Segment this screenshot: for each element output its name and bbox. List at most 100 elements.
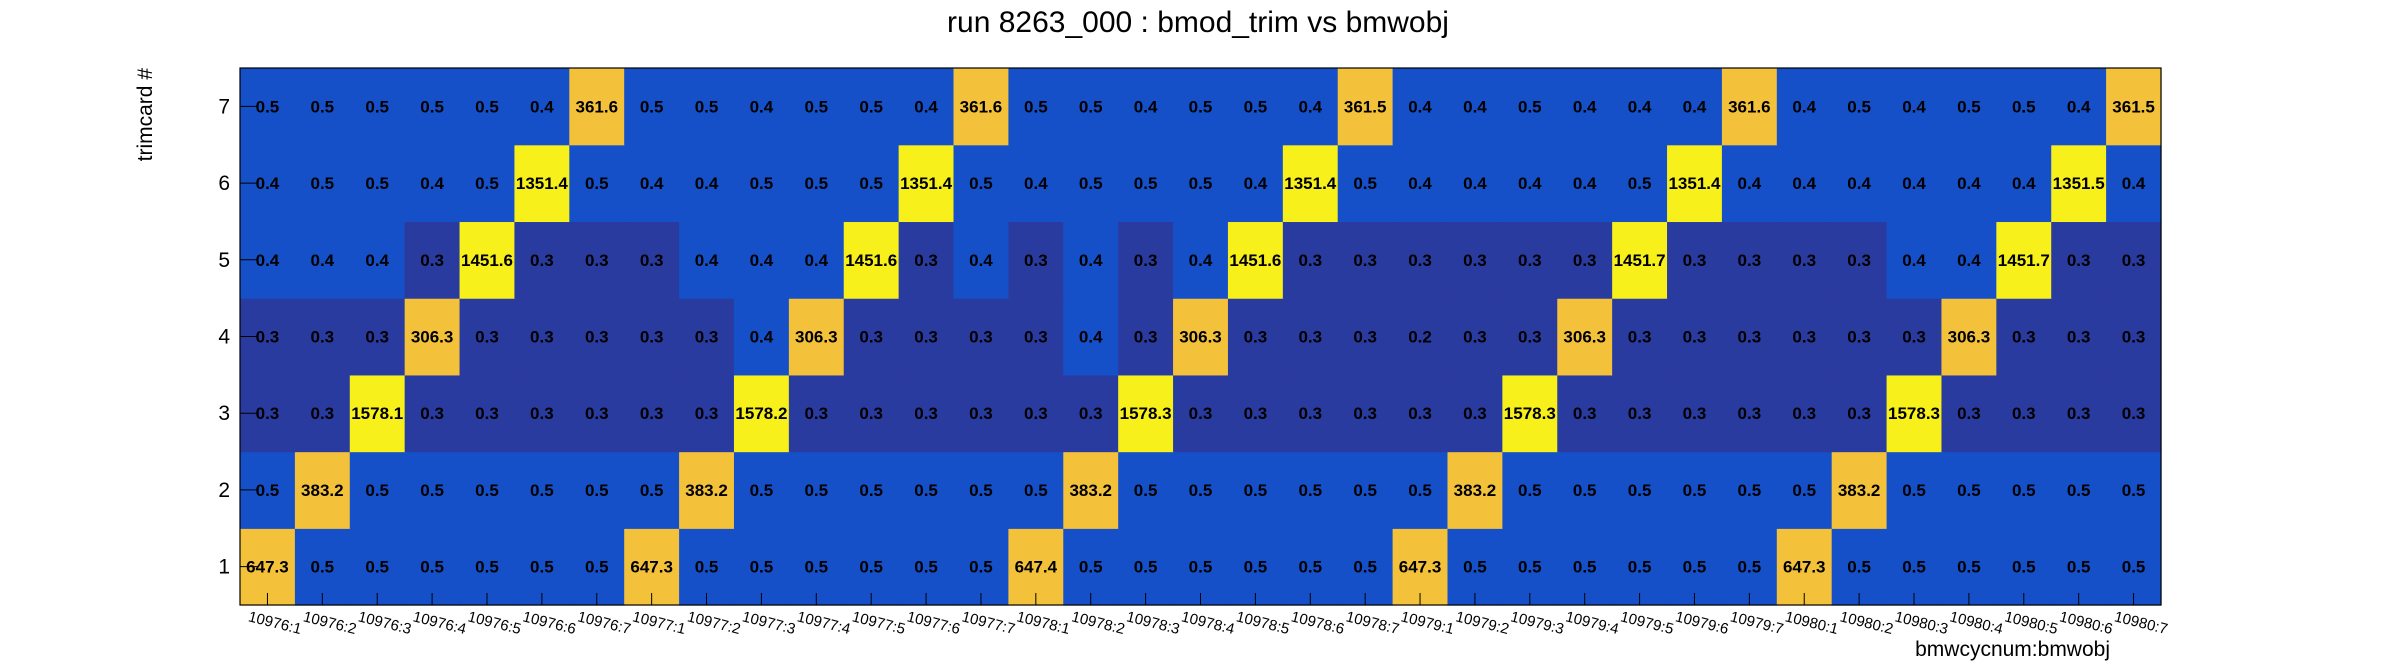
heatmap-cell <box>624 68 680 146</box>
cell-value-label: 0.5 <box>1079 558 1103 577</box>
cell-value-label: 0.5 <box>1518 97 1542 116</box>
heatmap-cell <box>1612 298 1668 376</box>
heatmap-cell <box>1063 298 1119 376</box>
heatmap-cell <box>459 221 516 299</box>
cell-value-label: 0.3 <box>256 328 280 347</box>
heatmap-cell <box>624 451 680 529</box>
heatmap-cell <box>1996 68 2052 146</box>
x-tick-label: 10976:5 <box>466 608 523 638</box>
cell-value-label: 0.3 <box>1024 251 1048 270</box>
cell-value-label: 0.5 <box>1683 558 1707 577</box>
cell-value-label: 0.4 <box>1792 174 1816 193</box>
heatmap-cell <box>1886 68 1943 146</box>
heatmap-cell <box>1008 374 1064 453</box>
cell-value-label: 0.4 <box>1079 328 1103 347</box>
heatmap-cell <box>1831 451 1888 529</box>
heatmap-cell <box>679 144 735 223</box>
cell-value-label: 0.3 <box>530 328 554 347</box>
cell-value-label: 361.5 <box>2112 97 2155 116</box>
cell-value-label: 0.5 <box>530 481 554 500</box>
cell-value-label: 0.3 <box>1024 404 1048 423</box>
heatmap-cell <box>1941 451 1997 529</box>
heatmap-cell <box>1721 221 1778 299</box>
cell-value-label: 0.5 <box>420 481 444 500</box>
cell-value-label: 383.2 <box>1454 481 1497 500</box>
cell-value-label: 0.3 <box>2067 251 2091 270</box>
heatmap-cell <box>1282 68 1339 146</box>
heatmap-cell <box>1502 374 1558 453</box>
x-tick-label: 10976:2 <box>301 608 358 638</box>
heatmap-cell <box>1831 528 1888 606</box>
cell-value-label: 0.5 <box>969 558 993 577</box>
cell-value-label: 0.5 <box>1683 481 1707 500</box>
cell-value-label: 0.4 <box>1683 97 1707 116</box>
x-tick-label: 10976:1 <box>246 608 303 638</box>
x-tick-label: 10980:6 <box>2058 608 2115 638</box>
heatmap-cell <box>1447 144 1503 223</box>
cell-value-label: 0.3 <box>1353 404 1377 423</box>
cell-value-label: 0.3 <box>969 404 993 423</box>
cell-value-label: 0.5 <box>365 481 389 500</box>
heatmap-cell <box>404 374 461 453</box>
heatmap-cell <box>459 298 516 376</box>
heatmap-cell <box>404 298 461 376</box>
x-tick-label: 10976:4 <box>411 608 468 638</box>
x-tick-label: 10977:7 <box>960 608 1017 638</box>
cell-value-label: 0.5 <box>1628 174 1652 193</box>
heatmap-cell <box>1612 221 1668 299</box>
heatmap-cell <box>1063 451 1119 529</box>
heatmap-cell <box>1831 298 1888 376</box>
cell-value-label: 0.5 <box>1957 481 1981 500</box>
heatmap-cell <box>1173 528 1229 606</box>
heatmap-cell <box>349 374 406 453</box>
heatmap-cell <box>2051 374 2107 453</box>
heatmap-cell <box>1776 221 1833 299</box>
heatmap-cell <box>679 374 735 453</box>
heatmap-cell <box>679 221 735 299</box>
cell-value-label: 0.5 <box>1189 558 1213 577</box>
cell-value-label: 0.3 <box>1792 251 1816 270</box>
heatmap-cell <box>294 68 351 146</box>
heatmap-cell <box>1282 144 1339 223</box>
cell-value-label: 0.5 <box>1189 174 1213 193</box>
cell-value-label: 383.2 <box>685 481 728 500</box>
heatmap-cell <box>1721 144 1778 223</box>
x-axis-label: bmwcycnum:bmwobj <box>1915 638 2110 661</box>
heatmap-cell <box>2106 298 2162 376</box>
x-tick-label: 10978:2 <box>1070 608 1127 638</box>
cell-value-label: 0.4 <box>750 97 774 116</box>
heatmap-cell <box>1612 144 1668 223</box>
heatmap-cell <box>1502 528 1558 606</box>
cell-value-label: 0.3 <box>1628 404 1652 423</box>
cell-value-label: 0.5 <box>1244 481 1268 500</box>
cell-value-label: 361.6 <box>1728 97 1771 116</box>
cell-value-label: 0.3 <box>585 404 609 423</box>
cell-value-label: 0.5 <box>311 174 335 193</box>
cell-value-label: 1578.2 <box>735 404 787 423</box>
heatmap-cell <box>788 528 845 606</box>
cell-value-label: 647.3 <box>630 558 673 577</box>
heatmap-cell <box>1557 144 1613 223</box>
cell-value-label: 0.5 <box>695 558 719 577</box>
x-tick-label: 10977:3 <box>740 608 797 638</box>
cell-value-label: 0.4 <box>1244 174 1268 193</box>
cell-value-label: 0.3 <box>1738 404 1762 423</box>
cell-value-label: 0.3 <box>1628 328 1652 347</box>
heatmap-cell <box>1667 528 1723 606</box>
heatmap-cell <box>1721 528 1778 606</box>
y-tick-label: 7 <box>218 95 230 118</box>
heatmap-cell <box>624 298 680 376</box>
cell-value-label: 0.3 <box>1902 328 1926 347</box>
cell-value-label: 0.4 <box>640 174 664 193</box>
heatmap-cell <box>1118 528 1174 606</box>
x-tick-label: 10977:4 <box>795 608 852 638</box>
cell-value-label: 0.5 <box>1024 97 1048 116</box>
x-tick-label: 10978:3 <box>1125 608 1182 638</box>
heatmap-cell <box>1941 221 1997 299</box>
x-tick-label: 10979:6 <box>1674 608 1731 638</box>
heatmap-cell <box>624 144 680 223</box>
heatmap-cell <box>459 144 516 223</box>
heatmap-cell <box>953 528 1009 606</box>
heatmap-cell <box>349 528 406 606</box>
cell-value-label: 0.3 <box>420 404 444 423</box>
